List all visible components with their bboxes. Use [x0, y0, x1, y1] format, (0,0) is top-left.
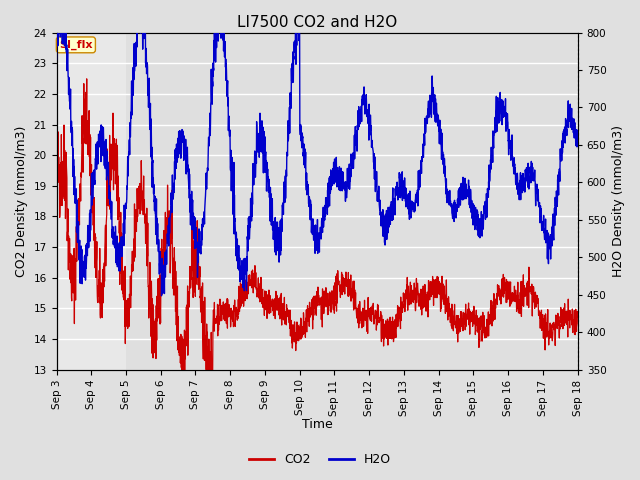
Bar [126, 33, 578, 370]
Title: LI7500 CO2 and H2O: LI7500 CO2 and H2O [237, 15, 397, 30]
Y-axis label: H2O Density (mmol/m3): H2O Density (mmol/m3) [612, 125, 625, 277]
Y-axis label: CO2 Density (mmol/m3): CO2 Density (mmol/m3) [15, 125, 28, 277]
Legend: CO2, H2O: CO2, H2O [244, 448, 396, 471]
X-axis label: Time: Time [301, 419, 332, 432]
Text: SI_flx: SI_flx [59, 40, 93, 50]
